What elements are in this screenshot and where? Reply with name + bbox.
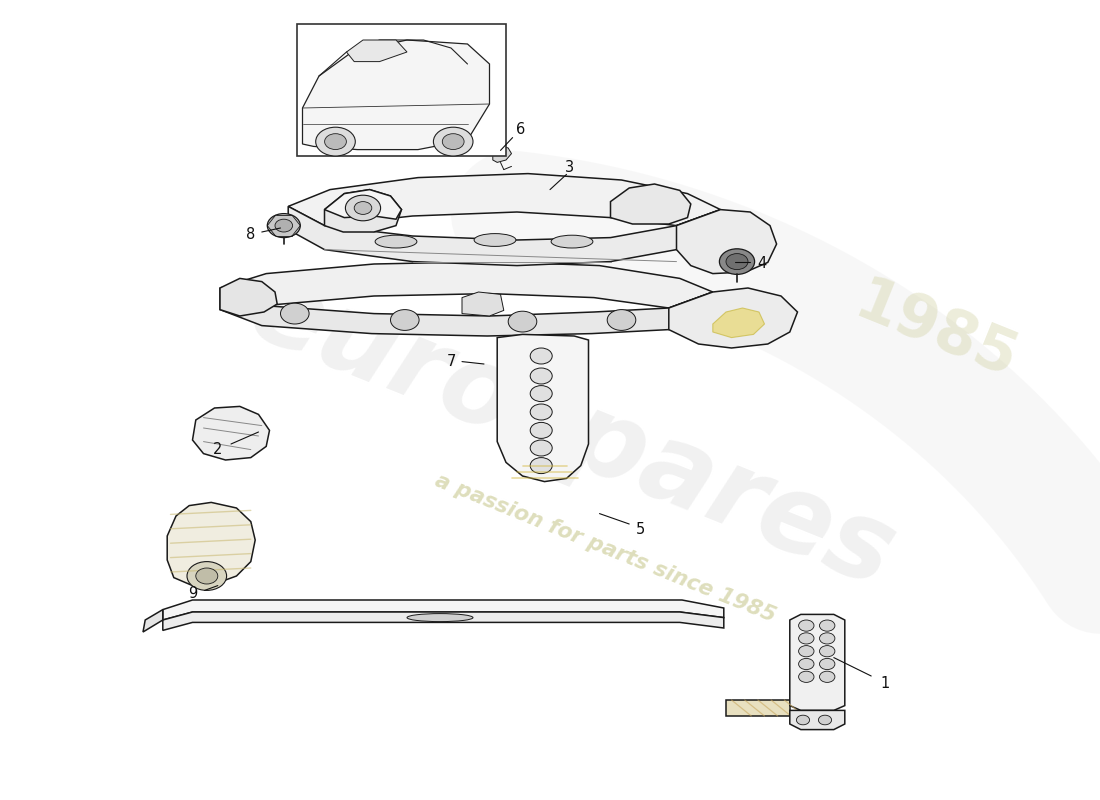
Circle shape [799,646,814,657]
Circle shape [316,127,355,156]
Text: 4: 4 [758,257,767,271]
Polygon shape [302,40,490,150]
Circle shape [820,633,835,644]
Ellipse shape [407,614,473,622]
Circle shape [530,440,552,456]
Circle shape [530,422,552,438]
Circle shape [433,127,473,156]
Circle shape [275,219,293,232]
Circle shape [530,404,552,420]
Circle shape [799,633,814,644]
Circle shape [799,658,814,670]
Circle shape [354,202,372,214]
Polygon shape [493,146,512,162]
Circle shape [820,620,835,631]
Circle shape [280,303,309,324]
Circle shape [196,568,218,584]
Polygon shape [676,210,777,274]
Text: eurospares: eurospares [234,254,910,610]
Circle shape [799,671,814,682]
Polygon shape [220,262,713,308]
Text: 7: 7 [447,354,455,369]
Text: 3: 3 [565,161,574,175]
Polygon shape [324,190,402,232]
Ellipse shape [551,235,593,248]
Text: 5: 5 [636,522,645,537]
Circle shape [719,249,755,274]
Polygon shape [462,292,504,316]
Polygon shape [163,612,724,630]
Circle shape [820,646,835,657]
Text: 9: 9 [188,586,197,601]
Circle shape [796,715,810,725]
Circle shape [345,195,381,221]
Polygon shape [497,334,588,482]
Polygon shape [610,184,691,224]
Circle shape [508,311,537,332]
Polygon shape [790,614,845,710]
Polygon shape [143,610,163,632]
Text: 2: 2 [213,442,222,457]
Circle shape [187,562,227,590]
Circle shape [530,458,552,474]
Circle shape [267,214,300,238]
Polygon shape [713,308,764,338]
Text: 1: 1 [881,677,890,691]
Polygon shape [163,600,724,620]
Polygon shape [220,288,713,336]
Circle shape [820,671,835,682]
Circle shape [530,348,552,364]
Circle shape [390,310,419,330]
Polygon shape [220,278,277,316]
Polygon shape [726,700,790,716]
Polygon shape [167,502,255,586]
Polygon shape [288,206,720,266]
Polygon shape [346,40,407,62]
Circle shape [607,310,636,330]
Text: 8: 8 [246,227,255,242]
Polygon shape [790,710,845,730]
Circle shape [820,658,835,670]
Text: 1985: 1985 [845,273,1025,391]
Ellipse shape [474,234,516,246]
Circle shape [726,254,748,270]
Circle shape [530,386,552,402]
Text: 6: 6 [516,122,525,137]
Circle shape [799,620,814,631]
Ellipse shape [375,235,417,248]
Circle shape [324,134,346,150]
Polygon shape [288,174,720,226]
Polygon shape [669,288,798,348]
Polygon shape [324,190,402,219]
Text: a passion for parts since 1985: a passion for parts since 1985 [431,470,779,626]
Circle shape [442,134,464,150]
Circle shape [818,715,832,725]
Circle shape [530,368,552,384]
Bar [297,24,506,156]
Polygon shape [192,406,270,460]
